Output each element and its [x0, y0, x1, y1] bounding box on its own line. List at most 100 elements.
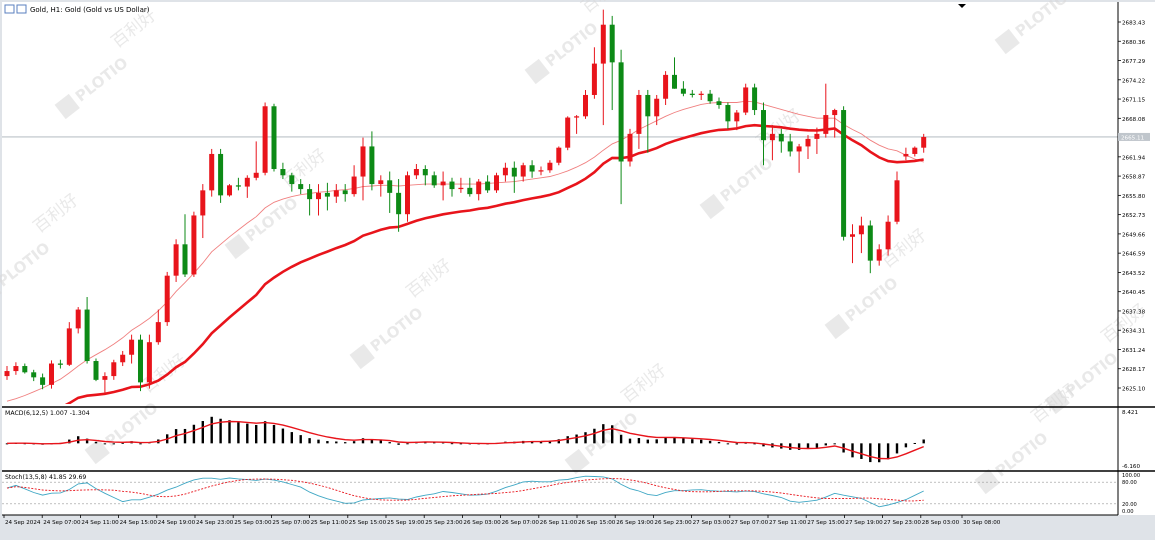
candle: [680, 81, 686, 97]
candle: [511, 161, 517, 193]
candle-body: [743, 87, 749, 113]
chart-window-icon[interactable]: [16, 4, 27, 14]
candle: [111, 359, 117, 380]
symbol-icon[interactable]: [4, 4, 15, 14]
stoch-level-label: 0.00: [1122, 509, 1134, 515]
candle-body: [538, 170, 544, 172]
candle: [476, 179, 482, 201]
time-tick-label: 27 Sep 19:00: [845, 520, 883, 526]
macd-histogram-bar: [94, 441, 98, 444]
macd-histogram-bar: [815, 443, 819, 448]
macd-histogram-bar: [192, 424, 196, 444]
candle-body: [360, 146, 366, 177]
macd-histogram-bar: [5, 443, 9, 445]
time-tick-label: 25 Sep 11:00: [311, 520, 349, 526]
macd-histogram-bar: [878, 443, 881, 463]
stoch-level-label: 20.00: [1122, 502, 1137, 508]
macd-histogram-bar: [646, 439, 649, 444]
candle-body: [796, 146, 802, 152]
price-tick-label: 2649.66: [1122, 232, 1146, 238]
candle-body: [823, 115, 829, 134]
candle: [146, 334, 152, 389]
candle: [912, 146, 918, 157]
macd-histogram-bar: [682, 438, 685, 444]
macd-histogram-bar: [753, 443, 756, 445]
macd-histogram-bar: [860, 443, 863, 459]
price-axis: 2683.43 2680.36 2677.29 2674.22 2671.15 2668.…: [1118, 21, 1150, 515]
macd-histogram-bar: [717, 441, 721, 444]
time-tick-label: 25 Sep 19:00: [387, 520, 425, 526]
candle-body: [271, 106, 277, 170]
candle-body: [4, 371, 10, 377]
candle: [485, 175, 491, 193]
macd-histogram-bar: [317, 439, 320, 444]
macd-histogram-bar: [708, 440, 712, 444]
macd-histogram-bar: [673, 437, 676, 444]
macd-histogram-bar: [913, 442, 916, 444]
candle: [360, 137, 366, 201]
candle-body: [609, 24, 615, 63]
macd-histogram-bar: [379, 440, 382, 444]
candle: [289, 172, 295, 192]
candle: [689, 89, 695, 98]
watermark-mark: [994, 28, 1020, 55]
candle: [396, 179, 402, 232]
macd-histogram-bar: [281, 428, 285, 444]
macd-histogram-bar: [441, 442, 445, 444]
macd-histogram-bar: [735, 443, 738, 445]
candle-body: [129, 339, 135, 355]
time-tick-label: 24 Sep 2024: [5, 520, 41, 526]
candle: [405, 171, 410, 222]
candle-body: [111, 362, 117, 377]
candle: [262, 102, 268, 176]
candle-body: [324, 192, 330, 197]
watermark-mark: [84, 438, 110, 465]
candle-body: [583, 94, 588, 117]
watermark-mark: [224, 233, 250, 260]
candle-body: [378, 180, 384, 185]
stoch-header: Stoch(13,5,8) 41.85 29.69: [5, 474, 86, 481]
candle-body: [627, 133, 633, 162]
candle: [253, 141, 259, 181]
candle-body: [146, 342, 152, 383]
candle-body: [734, 112, 740, 122]
candle: [102, 372, 108, 394]
candle: [49, 360, 54, 389]
candle: [342, 184, 348, 202]
candle-body: [191, 215, 197, 275]
candle: [796, 143, 802, 173]
candle-body: [155, 322, 161, 343]
candle-body: [876, 249, 882, 261]
macd-histogram-bar: [700, 439, 703, 444]
chart-shift-marker-icon[interactable]: [958, 4, 966, 8]
candle-body: [182, 244, 188, 275]
candle: [556, 146, 562, 166]
price-tick-label: 2655.80: [1122, 194, 1146, 200]
candle: [725, 102, 731, 129]
candle-body: [787, 141, 793, 152]
candle: [538, 166, 544, 176]
time-tick-label: 25 Sep 23:00: [425, 520, 463, 526]
macd-histogram-bar: [789, 443, 792, 450]
candle: [93, 358, 99, 382]
candle-body: [814, 133, 820, 139]
candle: [885, 215, 891, 256]
macd-histogram-bar: [655, 439, 658, 444]
macd-label: MACD(6,12,5) 1.007 -1.304: [5, 410, 90, 417]
price-tick-label: 2661.94: [1122, 155, 1146, 161]
macd-histogram-bar: [255, 424, 258, 444]
chart-title: Gold, H1: Gold (Gold vs US Dollar): [30, 6, 150, 14]
time-tick-label: 26 Sep 15:00: [578, 520, 616, 526]
macd-histogram-bar: [557, 439, 560, 444]
candle: [494, 172, 499, 193]
stoch-level-label: 100.00: [1122, 473, 1140, 479]
candle-body: [645, 94, 651, 117]
candle-body: [440, 181, 446, 186]
candle: [440, 171, 446, 201]
candle-body: [22, 366, 28, 373]
candle-body: [556, 147, 562, 163]
macd-header: MACD(6,12,5) 1.007 -1.304: [5, 410, 90, 417]
candle: [164, 271, 170, 326]
time-tick-label: 24 Sep 19:00: [158, 520, 196, 526]
macd-histogram-bar: [628, 438, 632, 444]
